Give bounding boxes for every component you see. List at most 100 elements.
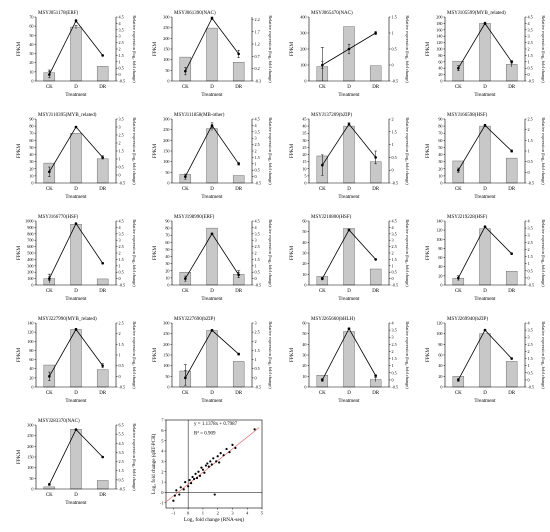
y2-tick-label: 2.5: [528, 342, 533, 347]
y-tick-label: 400: [300, 15, 306, 20]
y-tick-label: 40: [302, 124, 306, 129]
expression-point-D: [347, 228, 351, 232]
expression-point-DR: [510, 60, 513, 64]
y-tick-label: 0: [167, 385, 169, 390]
panel-7: MSYJ137209(bZIP) 0 5 10 15 20 25 30 35 40 45 -0.5 0 0…: [289, 113, 410, 200]
y-axis-label-right: Relative expression (log₂ fold change): [132, 423, 137, 491]
x-axis-label: Treatment: [338, 398, 360, 404]
x-tick-label: D: [74, 85, 78, 90]
y-tick-label: 60: [29, 357, 33, 362]
y2-tick-label: 0.5: [119, 363, 124, 368]
y2-tick-label: 0: [119, 173, 121, 178]
y-tick-label: 10: [302, 166, 306, 171]
panel-5: MSYJ110395(MYB_related)01020304050607080…: [16, 113, 137, 200]
y-tick-label: 60: [302, 219, 306, 224]
y2-tick-label: -0.5: [392, 181, 399, 186]
bar-D: [343, 125, 355, 184]
x-axis-label: Treatment: [474, 296, 496, 302]
y-tick-label: 20: [29, 375, 33, 380]
y-tick-label: 100: [436, 47, 442, 52]
y-tick-label: 140: [27, 321, 33, 326]
y2-tick-label: 3.5: [528, 226, 533, 231]
expression-point-DR: [237, 162, 240, 166]
panel-2: MSYJ061390(NAC) 0 50 100 150 200 250 300 -0.3 0.2…: [152, 11, 273, 98]
y2-tick-label: 0: [119, 374, 121, 379]
x-tick-label: CK: [455, 391, 462, 396]
y-tick-label: 10: [165, 275, 169, 280]
y-tick-label: 150: [163, 149, 169, 154]
y-tick-label: 20: [29, 166, 33, 171]
expression-point-CK: [321, 63, 324, 67]
y2-tick-label: 0.5: [392, 47, 397, 52]
y-tick-label: 30: [29, 51, 33, 56]
y-tick-label: 50: [165, 68, 169, 73]
y-tick-label: 40: [302, 240, 306, 245]
y-tick-label: 30: [438, 159, 442, 164]
y2-tick-label: 2.5: [528, 40, 533, 45]
y2-tick-label: -0.5: [255, 385, 262, 390]
y2-tick-label: 5.5: [119, 432, 124, 437]
y2-tick-label: 0: [392, 168, 394, 173]
panel-6: MSYJ111858(MB-other) 0 50 100 150 200 250 300 -0…: [152, 113, 273, 200]
y-tick-label: 6: [161, 428, 164, 433]
y2-tick-label: 0: [392, 63, 394, 68]
y-tick-label: 80: [165, 226, 169, 231]
y-axis-label-left: FPKM: [289, 348, 295, 363]
y-tick-label: 600: [27, 244, 33, 249]
y2-tick-label: 1: [119, 157, 121, 162]
expression-point-CK: [48, 73, 51, 76]
expression-point-CK: [321, 277, 324, 280]
y-tick-label: 0: [440, 385, 442, 390]
y2-tick-label: 0.5: [528, 268, 533, 273]
y-tick-label: 300: [163, 15, 169, 20]
x-tick-label: D: [210, 85, 214, 90]
x-axis-label: Treatment: [65, 500, 87, 506]
x-tick-label: DR: [99, 85, 107, 90]
x-axis-label: Treatment: [65, 398, 87, 404]
y2-tick-label: 3.5: [528, 328, 533, 333]
y-tick-label: 5: [161, 438, 164, 443]
scatter-point: [212, 457, 215, 460]
bar-D: [206, 227, 218, 286]
y2-tick-label: 4: [392, 321, 395, 326]
x-tick-label: D: [483, 187, 487, 192]
y2-tick-label: 1.7: [255, 29, 260, 34]
bar-DR: [505, 271, 518, 286]
y-tick-label: 200: [163, 342, 169, 347]
y-tick-label: 20: [438, 273, 442, 278]
x-tick-label: D: [210, 289, 214, 294]
bar-D: [70, 224, 82, 286]
y2-tick-label: 3.5: [119, 117, 124, 122]
y-tick-label: 40: [29, 366, 33, 371]
panel-16: MSYJ269940(bZIP) 0 20 40 60 80 100 120 -0.5 0 0.5 1…: [425, 317, 546, 404]
y-tick-label: 0: [440, 79, 442, 84]
y-axis-label-right: Relative expression (log₂ fold change): [541, 321, 546, 389]
y-tick-label: 100: [27, 276, 33, 281]
scatter-point: [231, 443, 234, 446]
y-axis-label-left: FPKM: [16, 348, 22, 363]
expression-point-D: [210, 124, 214, 127]
bar-DR: [232, 175, 245, 184]
y-tick-label: 250: [163, 331, 169, 336]
y-axis-label-right: Relative expression (log₂ fold change): [541, 117, 546, 185]
x-tick-label: 5: [261, 511, 264, 516]
y-tick-label: 50: [29, 476, 33, 481]
y2-tick-label: 0: [255, 276, 257, 281]
expression-point-D: [347, 122, 351, 126]
scatter-point: [225, 447, 228, 451]
y2-tick-label: 0: [528, 170, 530, 175]
y-axis-label-left: FPKM: [425, 246, 431, 261]
y2-tick-label: 2.5: [119, 244, 124, 249]
x-tick-label: D: [74, 187, 78, 192]
bar-CK: [452, 60, 465, 82]
y2-tick-label: 1: [528, 363, 530, 368]
y-tick-label: 60: [29, 24, 33, 29]
y-tick-label: 50: [302, 229, 306, 234]
y2-tick-label: 1.5: [528, 138, 533, 143]
y-tick-label: 100: [27, 465, 33, 470]
y2-tick-label: 3: [528, 34, 530, 39]
x-tick-label: CK: [455, 85, 462, 90]
panel-title: MSYJ269940(bZIP): [447, 317, 488, 322]
panel-title: MSYJ265660(bHLH): [311, 317, 355, 322]
